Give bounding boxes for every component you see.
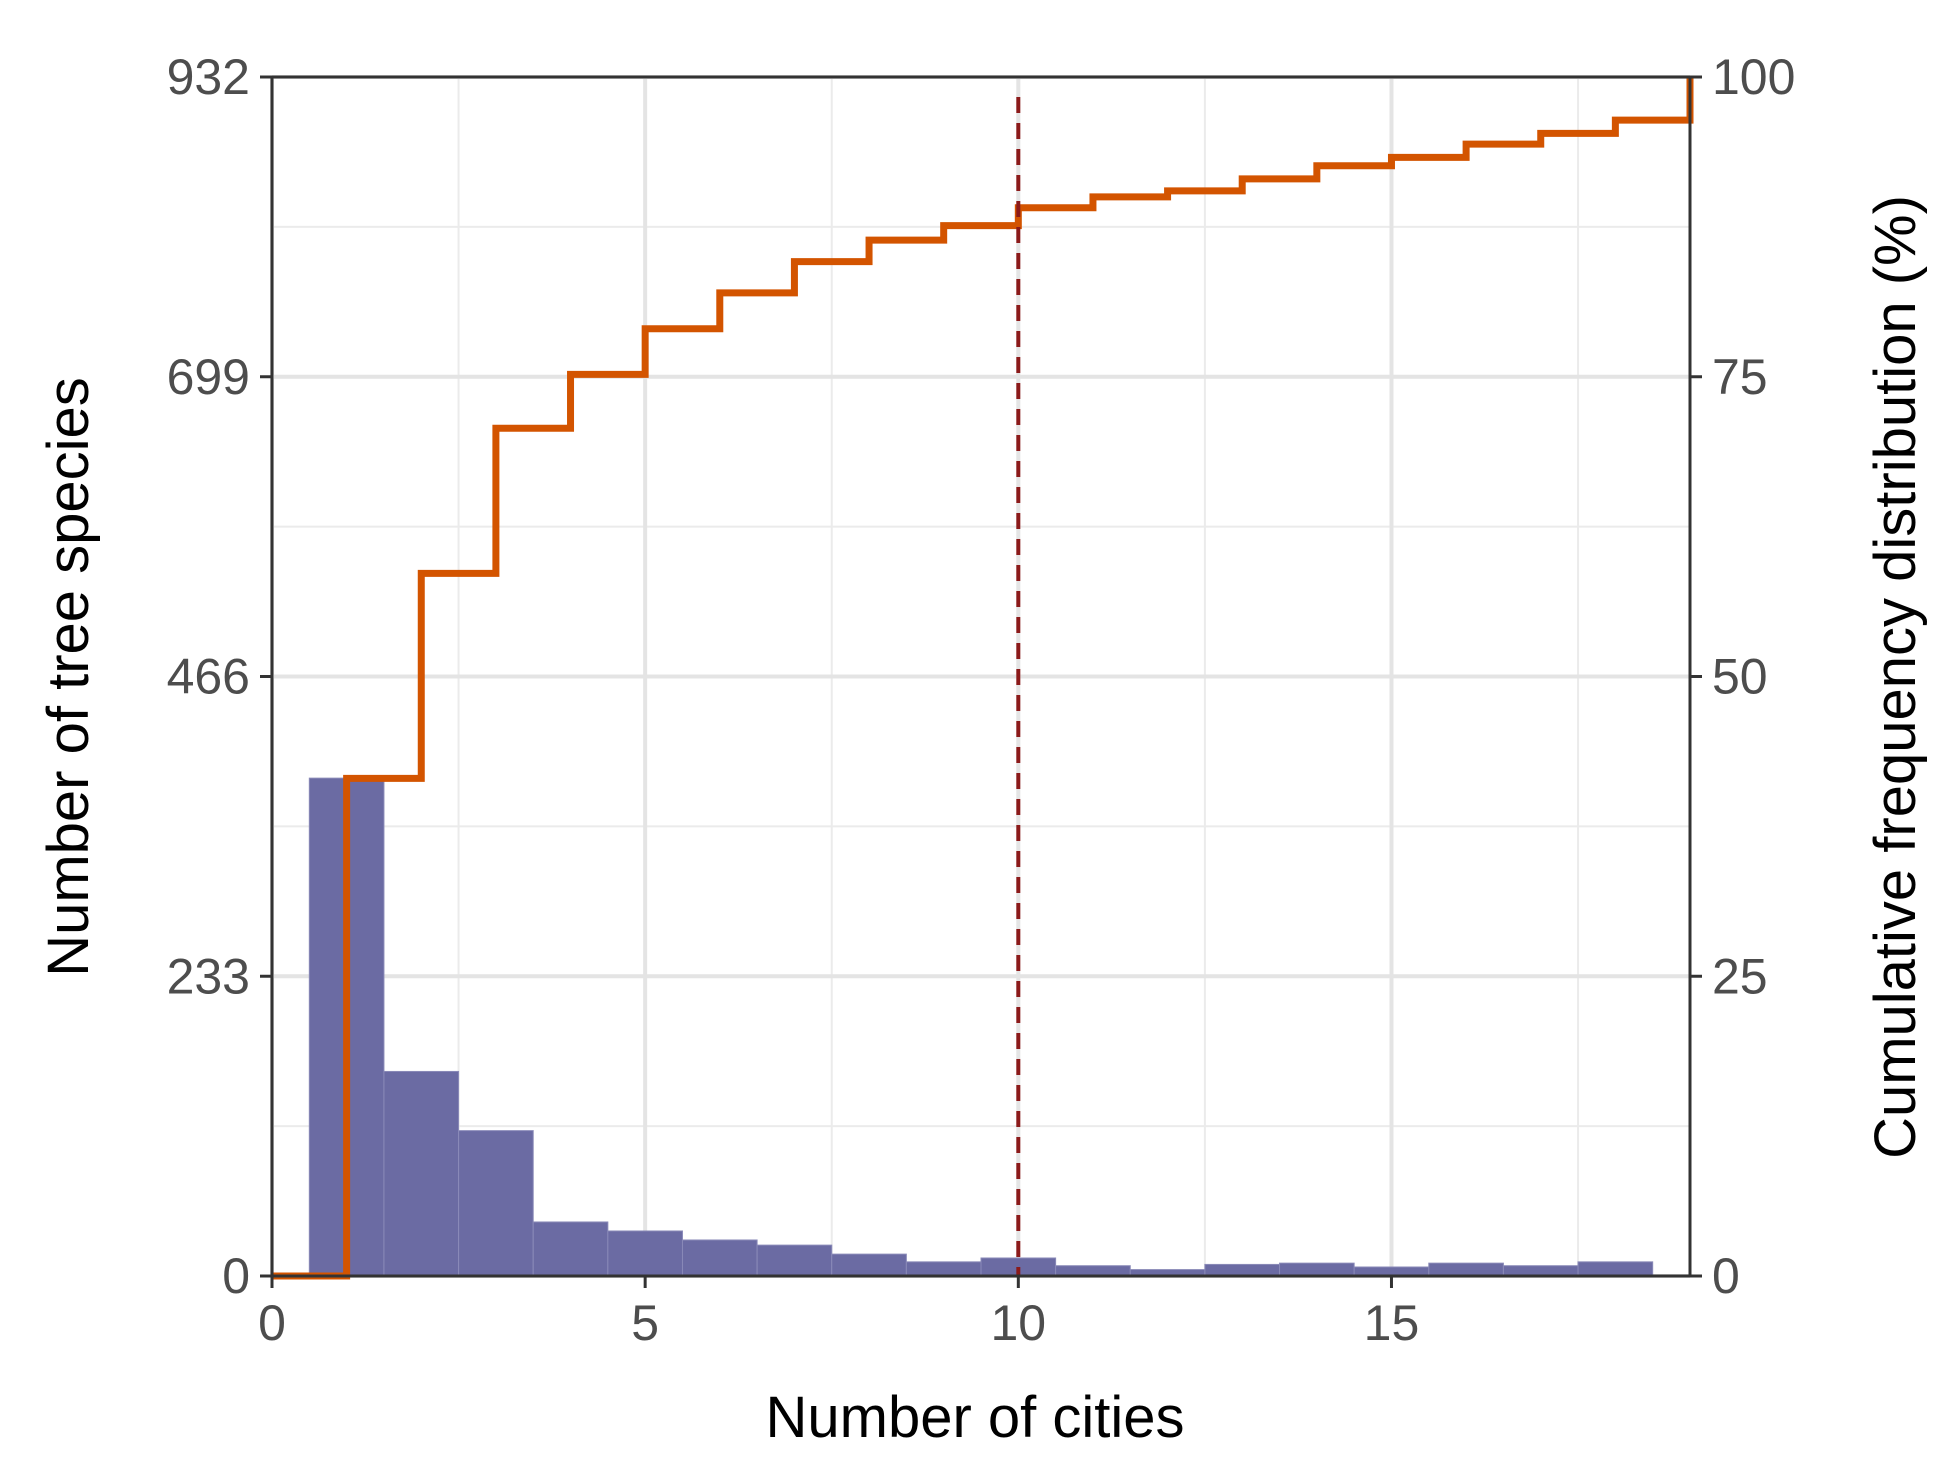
x-tick-label: 15 xyxy=(1364,1295,1420,1351)
cumulative-line-layer xyxy=(272,77,1694,1280)
histogram-bar xyxy=(1428,1262,1504,1277)
histogram-bar xyxy=(1279,1262,1355,1277)
histogram-bar xyxy=(607,1230,683,1277)
y2-tick-label: 50 xyxy=(1712,649,1768,705)
y2-tick-label: 25 xyxy=(1712,948,1768,1004)
y-tick-label: 466 xyxy=(167,649,250,705)
y-tick-label: 0 xyxy=(222,1248,250,1304)
histogram-bar xyxy=(905,1261,982,1277)
x-tick-label: 5 xyxy=(631,1295,659,1351)
histogram-bar xyxy=(532,1221,609,1277)
tick-labels: 0 5 10 15 0 233 466 699 932 0 25 50 75 100 xyxy=(167,49,1796,1351)
y2-tick-label: 0 xyxy=(1712,1248,1740,1304)
histogram-bar xyxy=(383,1070,460,1277)
histogram-bar xyxy=(1204,1263,1281,1277)
y2-tick-label: 75 xyxy=(1712,349,1768,405)
histogram-bar xyxy=(1055,1265,1131,1277)
grid-lines xyxy=(270,75,1690,1278)
histogram-bar xyxy=(681,1239,758,1277)
y-tick-label: 233 xyxy=(167,948,250,1004)
y2-tick-label: 100 xyxy=(1712,49,1795,105)
histogram-bar xyxy=(756,1244,833,1277)
cumulative-step-line xyxy=(272,77,1694,1280)
x-tick-label: 10 xyxy=(991,1295,1047,1351)
y-tick-label: 932 xyxy=(167,49,250,105)
histogram-bar xyxy=(1502,1265,1579,1277)
x-tick-label: 0 xyxy=(258,1295,286,1351)
axes xyxy=(260,75,1702,1288)
y2-axis-title: Cumulative frequency distribution (%) xyxy=(1863,195,1928,1159)
histogram-bars xyxy=(308,777,1654,1277)
x-axis-title: Number of cities xyxy=(765,1385,1184,1450)
y-axis-title: Number of tree species xyxy=(36,377,101,977)
histogram-bar xyxy=(458,1130,534,1277)
histogram-bar xyxy=(1577,1261,1654,1277)
y-tick-label: 699 xyxy=(167,349,250,405)
histogram-bar xyxy=(831,1253,907,1277)
